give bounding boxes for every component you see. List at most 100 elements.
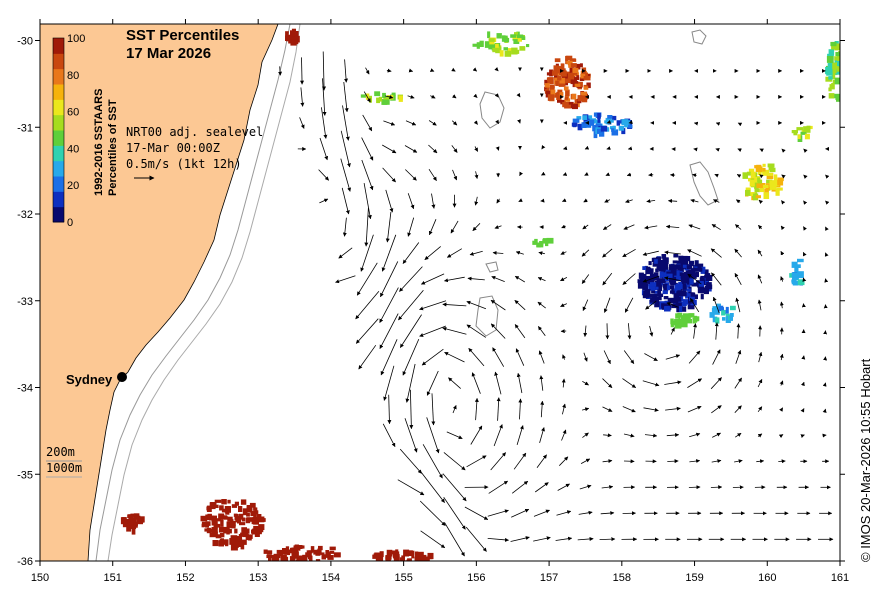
current-arrow <box>579 484 592 490</box>
sst-pixel <box>566 55 573 60</box>
sst-pixel <box>210 502 217 505</box>
sst-pixel <box>693 316 700 322</box>
sst-pixel <box>670 275 676 280</box>
current-arrow <box>340 130 351 168</box>
sst-pixel <box>583 86 589 90</box>
current-vectors <box>278 51 834 557</box>
sst-pixel <box>664 306 670 311</box>
current-arrow <box>758 199 764 204</box>
sst-pixel <box>776 187 783 191</box>
sst-pixel <box>407 550 413 554</box>
current-arrow <box>757 299 762 311</box>
sst-pixel <box>797 258 804 263</box>
sst-pixel <box>218 515 223 520</box>
sst-pixel <box>593 131 598 139</box>
sst-pixel <box>769 185 777 190</box>
current-arrow <box>386 68 392 73</box>
sst-pixel <box>657 289 662 295</box>
sst-pixel <box>699 266 706 272</box>
sst-pixel <box>683 299 690 305</box>
sst-pixel <box>839 62 840 69</box>
sst-pixel <box>382 92 386 98</box>
colorbar-segment <box>53 130 64 146</box>
sst-pixel <box>825 66 831 73</box>
current-arrow <box>759 174 764 179</box>
sst-pixel <box>672 260 678 264</box>
sst-pixel <box>828 87 832 92</box>
current-arrow <box>757 406 763 413</box>
current-arrow <box>711 459 722 464</box>
sst-pixel <box>253 507 258 511</box>
current-arrow <box>712 349 721 365</box>
sst-pixel <box>382 99 390 105</box>
current-arrow <box>711 405 722 414</box>
sst-pixel <box>742 172 748 179</box>
sst-pixel <box>554 75 560 80</box>
current-arrow <box>446 248 463 258</box>
current-arrow <box>643 407 659 412</box>
current-arrow <box>358 344 377 370</box>
sst-pixel <box>285 546 290 551</box>
sst-pixel <box>227 516 233 522</box>
current-arrow <box>583 352 588 362</box>
sst-pixel <box>245 534 253 539</box>
sst-pixel <box>581 122 587 128</box>
sst-pixel <box>122 520 128 528</box>
current-arrow <box>493 424 503 447</box>
sst-pixel <box>235 518 240 523</box>
sst-pixel <box>666 285 670 291</box>
current-arrow <box>688 224 701 230</box>
sst-pixel <box>385 555 389 561</box>
current-arrow <box>473 120 478 125</box>
sst-pixel <box>648 284 656 291</box>
current-arrow <box>803 226 808 231</box>
sst-pixel <box>309 555 313 561</box>
sst-pixel <box>488 38 495 42</box>
current-arrow <box>511 508 530 518</box>
current-arrow <box>405 169 417 181</box>
sst-pixel <box>544 86 549 92</box>
sst-pixel <box>414 556 421 561</box>
current-arrow <box>562 354 566 360</box>
sst-pixel <box>390 550 396 554</box>
lon-tick-label: 160 <box>758 572 776 584</box>
current-arrow <box>299 117 305 129</box>
current-arrow <box>409 389 414 430</box>
sst-pixel <box>209 502 216 510</box>
isobath-200m <box>95 24 291 561</box>
sst-pixel <box>557 75 562 81</box>
current-arrow <box>515 348 525 366</box>
current-arrow <box>603 433 612 438</box>
sst-pixel <box>303 557 308 561</box>
current-arrow <box>450 220 459 234</box>
current-arrow <box>578 510 593 515</box>
sst-pixel <box>675 302 682 309</box>
current-arrow <box>536 454 547 468</box>
lat-axis: -30 -31 -32 -33 -34 -35 -36 <box>17 36 845 568</box>
current-arrow <box>424 246 441 261</box>
isobath-1000m <box>107 24 301 561</box>
current-arrow <box>622 248 636 258</box>
current-arrow <box>355 290 380 320</box>
sst-pixel <box>750 172 756 179</box>
current-arrow <box>419 325 447 337</box>
current-arrow <box>664 276 681 281</box>
current-arrow <box>405 120 417 126</box>
current-arrow <box>428 120 437 126</box>
sst-pixel <box>549 77 553 82</box>
current-arrow <box>537 326 546 337</box>
current-arrow <box>690 198 699 203</box>
sst-pixel <box>227 499 231 504</box>
sst-pixel <box>597 128 603 134</box>
sst-pixel <box>748 168 755 173</box>
sst-pixel <box>559 92 564 96</box>
current-arrow <box>801 355 806 360</box>
sst-pixel <box>294 554 298 559</box>
current-arrow <box>781 200 786 205</box>
current-arrow <box>321 107 328 139</box>
colorbar-tick-label: 20 <box>67 180 79 192</box>
sst-pixel <box>571 93 577 100</box>
sst-pixel <box>285 31 289 38</box>
current-arrow <box>734 377 742 389</box>
lon-tick-label: 154 <box>322 572 340 584</box>
